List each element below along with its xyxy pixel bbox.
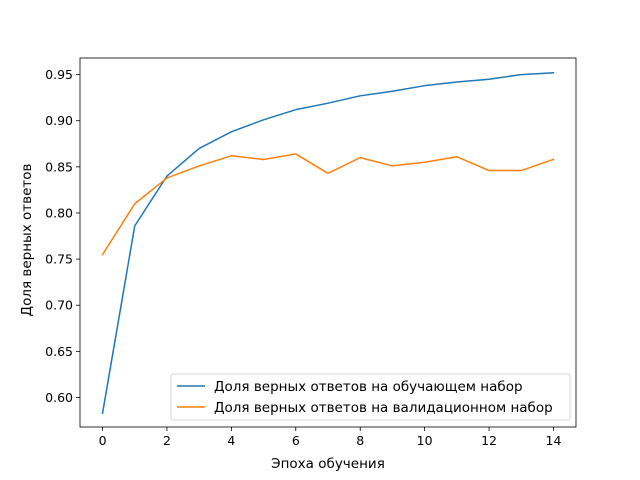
legend-label: Доля верных ответов на валидационном наб… [214,400,553,416]
y-axis-label: Доля верных ответов [19,164,35,317]
x-tick-label: 4 [227,433,235,448]
x-tick-label: 6 [292,433,300,448]
x-tick-label: 0 [99,433,107,448]
plot-frame [79,57,577,428]
y-tick-label: 0.65 [45,344,73,359]
axes [79,57,577,428]
plot-lines [101,71,555,415]
legend-box [170,373,571,421]
y-tick-label: 0.90 [45,113,73,128]
x-tick-label: 8 [356,433,364,448]
y-axis-ticks: 0.60 0.65 0.70 0.75 0.80 0.85 0.90 0.95 [45,67,80,405]
legend-label: Доля верных ответов на обучающем набор [214,379,523,395]
validation-accuracy-line [101,153,555,256]
x-tick-label: 2 [163,433,171,448]
x-tick-label: 14 [546,433,562,448]
x-tick-label: 10 [417,433,433,448]
legend: Доля верных ответов на обучающем набор До… [170,373,571,421]
x-axis-ticks: 0 2 4 6 8 10 12 14 [99,427,562,448]
x-axis-label: Эпоха обучения [271,456,385,472]
y-tick-label: 0.80 [45,205,73,220]
y-tick-label: 0.85 [45,159,73,174]
x-tick-label: 12 [481,433,497,448]
y-tick-label: 0.75 [45,252,73,267]
y-tick-label: 0.95 [45,67,73,82]
y-tick-label: 0.70 [45,298,73,313]
training-accuracy-line [101,71,555,415]
y-tick-label: 0.60 [45,390,73,405]
